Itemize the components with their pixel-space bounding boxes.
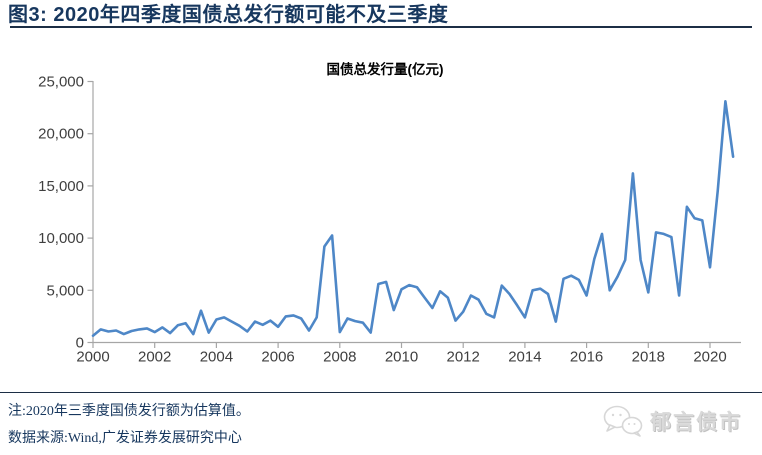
brand-watermark: 郁言债市	[602, 404, 742, 438]
x-tick-label: 2016	[570, 349, 603, 366]
chart-title: 国债总发行量(亿元)	[326, 62, 444, 77]
x-tick-label: 2000	[76, 349, 109, 366]
header-divider	[10, 26, 752, 28]
y-tick-label: 25,000	[38, 74, 84, 91]
x-tick-label: 2002	[138, 349, 171, 366]
figure-title: 图3: 2020年四季度国债总发行额可能不及三季度	[8, 4, 449, 26]
data-source: 数据来源:Wind,广发证券发展研究中心	[8, 431, 242, 446]
x-tick-label: 2018	[632, 349, 665, 366]
x-tick-label: 2008	[323, 349, 356, 366]
line-chart: 0 5,000 10,000 15,000 20,000 25,000 2000 2002 20…	[38, 74, 741, 366]
y-tick-label: 20,000	[38, 126, 84, 143]
figure-note: 注:2020年三季度国债发行额为估算值。	[8, 404, 250, 419]
x-tick-label: 2004	[200, 349, 233, 366]
issuance-line	[91, 100, 735, 338]
x-tick-label: 2010	[385, 349, 418, 366]
y-tick-label: 10,000	[38, 230, 84, 247]
x-tick-label: 2020	[693, 349, 726, 366]
y-tick-label: 0	[76, 335, 84, 352]
y-tick-label: 5,000	[46, 282, 84, 299]
y-tick-label: 15,000	[38, 178, 84, 195]
x-tick-label: 2014	[508, 349, 541, 366]
brand-name: 郁言债市	[650, 411, 742, 434]
chat-bubbles-icon	[603, 405, 643, 437]
footer-divider	[0, 392, 762, 393]
x-tick-label: 2006	[261, 349, 294, 366]
x-tick-label: 2012	[447, 349, 480, 366]
